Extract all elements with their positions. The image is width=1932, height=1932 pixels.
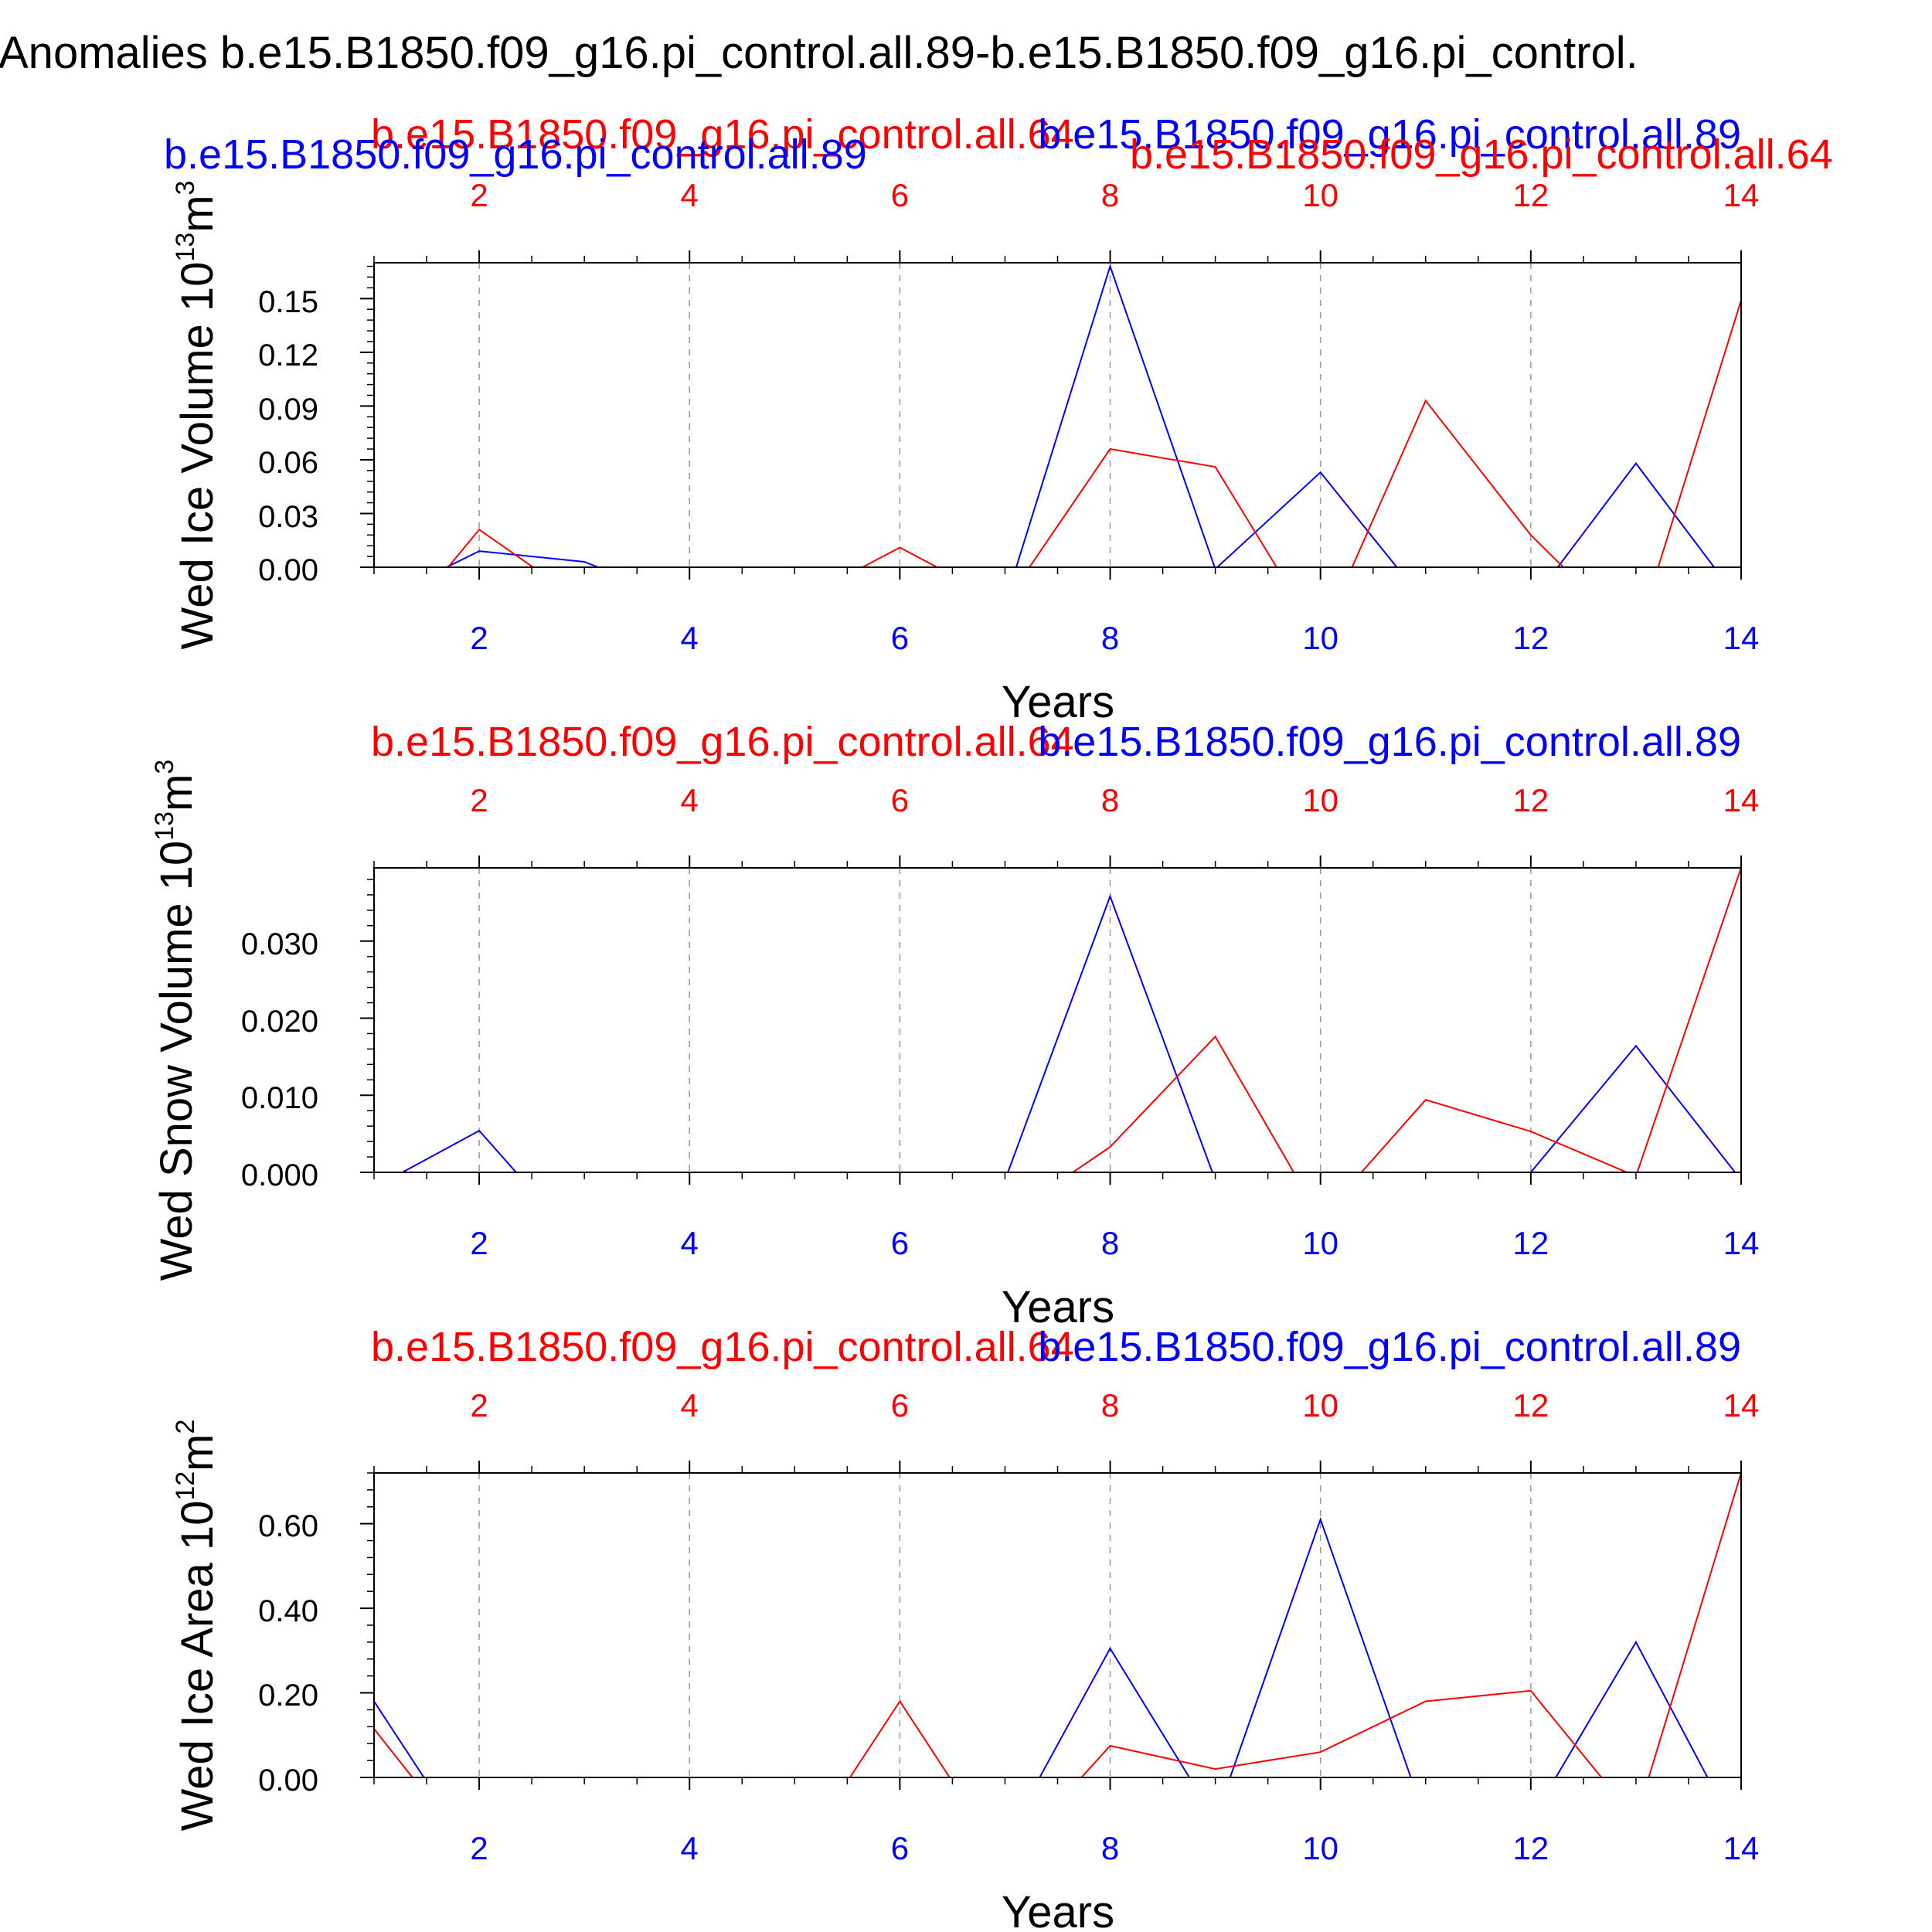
y-tick-label: 0.40 [258, 1594, 318, 1628]
y-tick-label: 0.010 [241, 1081, 318, 1115]
y-tick-label: 0.09 [258, 393, 318, 427]
plot-frame [373, 867, 1742, 1173]
x-tick-label: 2 [470, 620, 488, 656]
y-tick-label: 0.60 [258, 1509, 318, 1543]
x-tick-label-top: 14 [1723, 1387, 1760, 1423]
legend-label-2: b.e15.B1850.f09_g16.pi_control.all.89 [1038, 1324, 1741, 1370]
x-tick-label-top: 6 [891, 1387, 909, 1423]
x-tick-label: 14 [1723, 620, 1760, 656]
x-tick-label-top: 2 [470, 1387, 488, 1423]
series-lines [400, 868, 1741, 1172]
legend-label-1: b.e15.B1850.f09_g16.pi_control.all.64 [371, 111, 1074, 158]
figure-title: Anomalies b.e15.B1850.f09_g16.pi_control… [0, 28, 1638, 78]
x-tick-label-top: 12 [1512, 1387, 1549, 1423]
x-tick-label-top: 6 [891, 782, 909, 818]
x-tick-label-top: 8 [1101, 782, 1119, 818]
legend-label-3: b.e15.B1850.f09_g16.pi_control.all.89 [164, 131, 867, 178]
plot-frame [373, 262, 1742, 568]
x-tick-label: 12 [1512, 620, 1549, 656]
x-tick-label-top: 2 [470, 782, 488, 818]
x-tick-label: 8 [1101, 1830, 1119, 1866]
y-tick-label: 0.00 [258, 553, 318, 587]
axis-ticks [360, 855, 1742, 1185]
y-axis-title: Wed Snow Volume 1013m3 [150, 760, 202, 1281]
x-tick-label-top: 10 [1302, 782, 1338, 818]
x-tick-label: 10 [1302, 1830, 1338, 1866]
x-axis-title: Years [1002, 1887, 1114, 1932]
x-tick-label-top: 4 [681, 177, 699, 213]
x-tick-labels: 2 2 4 4 6 6 8 8 10 10 12 12 14 14 [470, 1387, 1759, 1866]
x-tick-label: 6 [891, 1830, 909, 1866]
series-lines [444, 264, 1741, 567]
series-line [400, 894, 1736, 1172]
y-tick-label: 0.020 [241, 1005, 318, 1039]
x-tick-label-top: 4 [681, 1387, 699, 1423]
series-line [374, 1473, 1741, 1777]
series-lines [374, 1473, 1741, 1777]
x-tick-label-top: 8 [1101, 1387, 1119, 1423]
axis-ticks [360, 250, 1742, 580]
x-tick-label: 4 [681, 620, 699, 656]
x-tick-label: 12 [1512, 1225, 1549, 1261]
series-line [374, 1517, 1709, 1777]
x-tick-label: 12 [1512, 1830, 1549, 1866]
x-tick-label-top: 2 [470, 177, 488, 213]
series-line [444, 264, 1716, 567]
x-tick-labels: 2 2 4 4 6 6 8 8 10 10 12 12 14 14 [470, 177, 1759, 656]
x-tick-label: 6 [891, 620, 909, 656]
series-line [1071, 868, 1741, 1172]
ice-area-panel: b.e15.B1850.f09_g16.pi_control.all.64 b.… [171, 1324, 1759, 1932]
legend-label-4: b.e15.B1850.f09_g16.pi_control.all.64 [1130, 131, 1833, 178]
x-axis-title: Years [1002, 677, 1114, 727]
legend-label-2: b.e15.B1850.f09_g16.pi_control.all.89 [1038, 719, 1741, 765]
x-tick-label-top: 4 [681, 782, 699, 818]
y-tick-label: 0.00 [258, 1764, 318, 1798]
y-tick-label: 0.03 [258, 500, 318, 534]
x-axis-title: Years [1002, 1282, 1114, 1332]
x-tick-label-top: 14 [1723, 782, 1760, 818]
legend-label-1: b.e15.B1850.f09_g16.pi_control.all.64 [371, 719, 1074, 765]
ice-volume-panel: b.e15.B1850.f09_g16.pi_control.all.64 b.… [164, 111, 1833, 727]
x-tick-label: 10 [1302, 1225, 1338, 1261]
series-line [447, 300, 1741, 567]
x-tick-labels: 2 2 4 4 6 6 8 8 10 10 12 12 14 14 [470, 782, 1759, 1261]
x-tick-label: 4 [681, 1830, 699, 1866]
y-axis-title: Wed Ice Area 1012m2 [171, 1420, 223, 1832]
x-tick-label-top: 14 [1723, 177, 1760, 213]
y-tick-label: 0.15 [258, 285, 318, 319]
axis-ticks [360, 1461, 1742, 1790]
vertical-grid [478, 868, 1532, 1172]
y-tick-label: 0.030 [241, 927, 318, 961]
legend-label-1: b.e15.B1850.f09_g16.pi_control.all.64 [371, 1324, 1074, 1370]
y-tick-label: 0.12 [258, 338, 318, 372]
x-tick-label-top: 12 [1512, 177, 1549, 213]
x-tick-label-top: 6 [891, 177, 909, 213]
plot-frame [373, 1472, 1742, 1778]
x-tick-label-top: 8 [1101, 177, 1119, 213]
y-tick-label: 0.06 [258, 446, 318, 480]
snow-volume-panel: b.e15.B1850.f09_g16.pi_control.all.64 b.… [150, 719, 1759, 1332]
y-tick-label: 0.000 [241, 1158, 318, 1192]
x-tick-label: 4 [681, 1225, 699, 1261]
x-tick-label-top: 10 [1302, 1387, 1338, 1423]
vertical-grid [478, 1473, 1532, 1777]
x-tick-label: 14 [1723, 1225, 1760, 1261]
legend-label-2: b.e15.B1850.f09_g16.pi_control.all.89 [1038, 111, 1741, 158]
x-tick-label: 14 [1723, 1830, 1760, 1866]
y-tick-label: 0.20 [258, 1679, 318, 1713]
y-axis-title: Wed Ice Volume 1013m3 [171, 181, 223, 650]
x-tick-label: 8 [1101, 620, 1119, 656]
x-tick-label-top: 12 [1512, 782, 1549, 818]
x-tick-label-top: 10 [1302, 177, 1338, 213]
x-tick-label: 2 [470, 1830, 488, 1866]
x-tick-label: 10 [1302, 620, 1338, 656]
vertical-grid [478, 263, 1532, 567]
x-tick-label: 6 [891, 1225, 909, 1261]
x-tick-label: 2 [470, 1225, 488, 1261]
x-tick-label: 8 [1101, 1225, 1119, 1261]
